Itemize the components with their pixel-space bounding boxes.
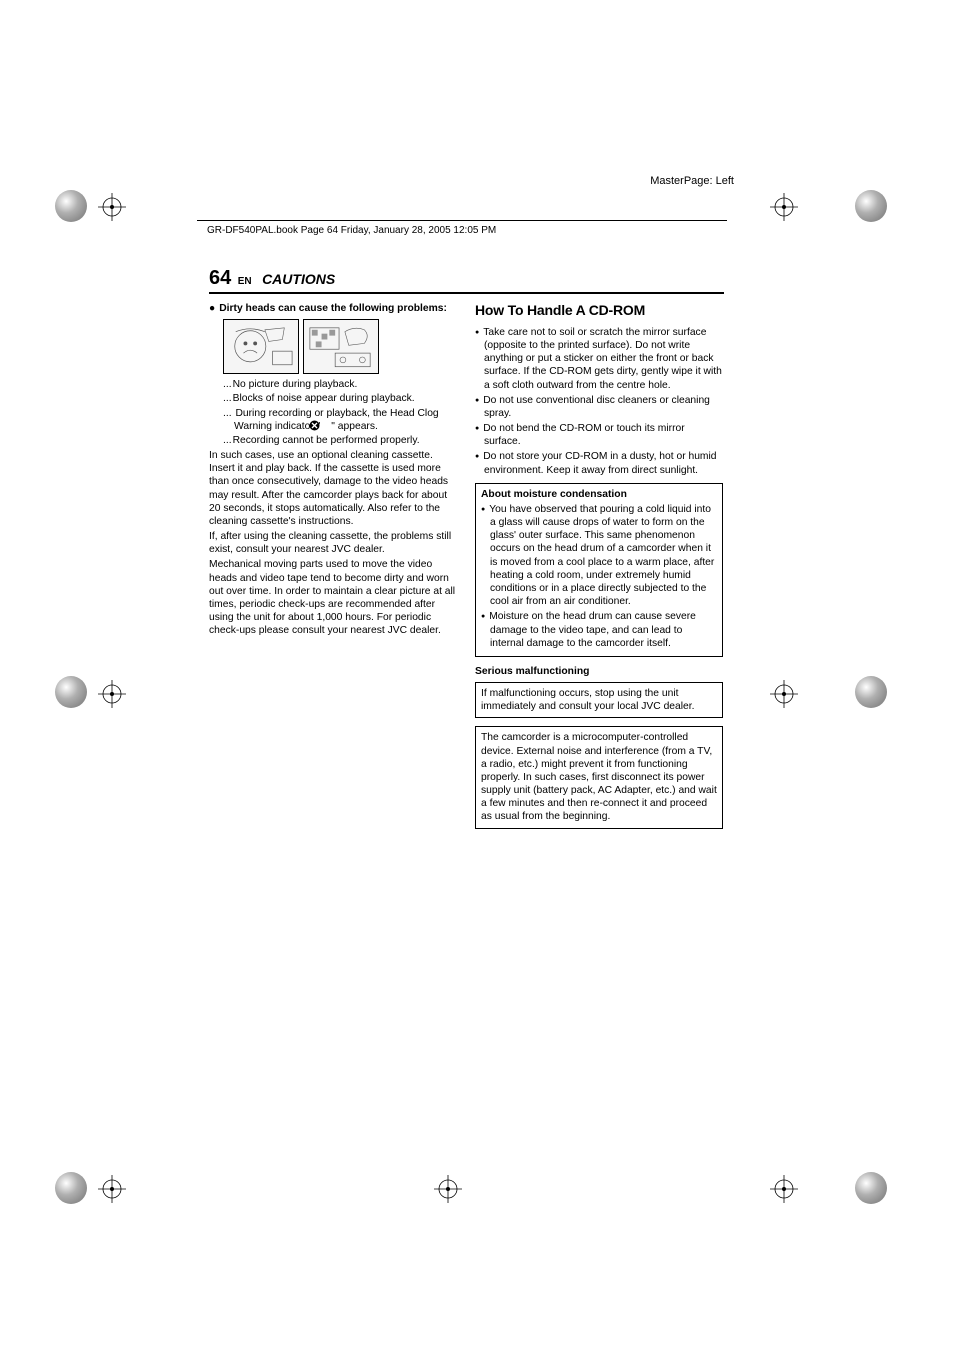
decoration-ball (855, 1172, 887, 1204)
decoration-ball (855, 190, 887, 222)
crop-mark-icon (98, 193, 126, 221)
masterpage-label: MasterPage: Left (650, 175, 734, 187)
prohibit-icon (320, 420, 331, 431)
list-item: No picture during playback. (223, 378, 457, 391)
crop-mark-icon (98, 680, 126, 708)
illustration-1 (223, 319, 299, 374)
microcomputer-box: The camcorder is a microcomputer-control… (475, 726, 723, 828)
page-header: 64 EN CAUTIONS (209, 267, 724, 294)
crop-mark-icon (770, 680, 798, 708)
malfunction-title: Serious malfunctioning (475, 665, 723, 678)
page-content: 64 EN CAUTIONS ● Dirty heads can cause t… (209, 267, 724, 837)
malfunction-box: If malfunctioning occurs, stop using the… (475, 682, 723, 718)
crop-mark-icon (434, 1175, 462, 1203)
right-column: How To Handle A CD-ROM Take care not to … (475, 302, 723, 837)
cdrom-heading: How To Handle A CD-ROM (475, 302, 723, 320)
list-item-text-b: " appears. (331, 421, 378, 432)
paragraph: In such cases, use an optional cleaning … (209, 449, 457, 528)
problem-list: No picture during playback. Blocks of no… (223, 378, 457, 447)
illustration-2 (303, 319, 379, 374)
crop-mark-icon (770, 193, 798, 221)
list-item: Do not store your CD-ROM in a dusty, hot… (475, 450, 723, 476)
list-item: During recording or playback, the Head C… (223, 407, 457, 433)
moisture-box: About moisture condensation You have obs… (475, 483, 723, 657)
box-title: About moisture condensation (481, 488, 717, 501)
heading-text: Dirty heads can cause the following prob… (219, 302, 447, 315)
left-column: ● Dirty heads can cause the following pr… (209, 302, 457, 837)
section-title: CAUTIONS (262, 271, 335, 287)
header-rule (197, 220, 727, 221)
decoration-ball (55, 676, 87, 708)
page-number: 64 (209, 267, 231, 289)
dirty-heads-heading: ● Dirty heads can cause the following pr… (209, 302, 457, 315)
moisture-bullets: You have observed that pouring a cold li… (481, 503, 717, 650)
cdrom-bullets: Take care not to soil or scratch the mir… (475, 326, 723, 477)
crop-mark-icon (770, 1175, 798, 1203)
box-text: The camcorder is a microcomputer-control… (481, 732, 717, 822)
paragraph: Mechanical moving parts used to move the… (209, 558, 457, 637)
crop-mark-icon (98, 1175, 126, 1203)
decoration-ball (55, 1172, 87, 1204)
bullet-icon: ● (209, 302, 215, 315)
box-text: If malfunctioning occurs, stop using the… (481, 688, 694, 712)
list-item: Do not use conventional disc cleaners or… (475, 394, 723, 420)
decoration-ball (855, 676, 887, 708)
language-code: EN (238, 276, 252, 287)
paragraph: If, after using the cleaning cassette, t… (209, 530, 457, 556)
list-item: You have observed that pouring a cold li… (481, 503, 717, 608)
list-item: Do not bend the CD-ROM or touch its mirr… (475, 422, 723, 448)
list-item: Recording cannot be performed properly. (223, 434, 457, 447)
file-info: GR-DF540PAL.book Page 64 Friday, January… (207, 225, 496, 236)
list-item: Take care not to soil or scratch the mir… (475, 326, 723, 392)
list-item: Blocks of noise appear during playback. (223, 392, 457, 405)
list-item: Moisture on the head drum can cause seve… (481, 610, 717, 650)
decoration-ball (55, 190, 87, 222)
